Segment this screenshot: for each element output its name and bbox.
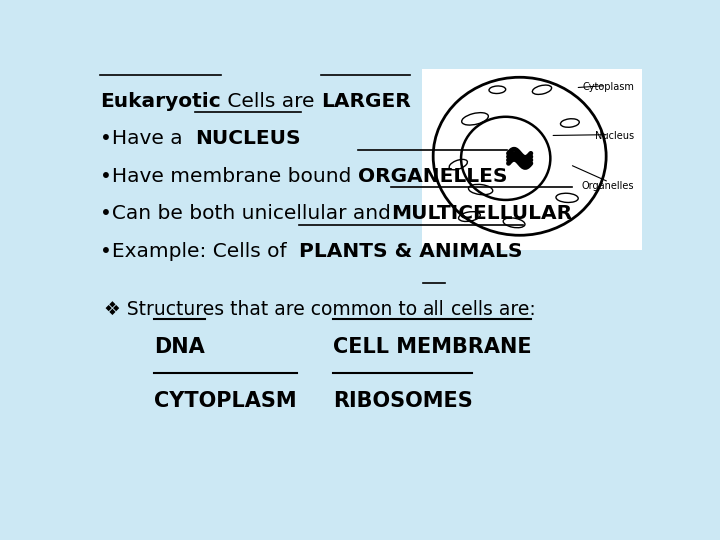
Text: all: all [423,300,445,319]
Text: •Have a: •Have a [100,129,195,149]
Text: NUCLEUS: NUCLEUS [195,129,301,149]
Text: •Example: Cells of: •Example: Cells of [100,241,300,260]
Text: RIBOSOMES: RIBOSOMES [333,391,472,411]
Text: •Can be both unicellular and: •Can be both unicellular and [100,204,391,223]
Text: MULTICELLULAR: MULTICELLULAR [391,204,572,223]
Text: DNA: DNA [154,337,205,357]
Text: CELL MEMBRANE: CELL MEMBRANE [333,337,531,357]
Text: CYTOPLASM: CYTOPLASM [154,391,297,411]
Text: Cytoplasm: Cytoplasm [582,82,634,92]
Text: Organelles: Organelles [582,181,634,191]
Text: PLANTS & ANIMALS: PLANTS & ANIMALS [300,241,523,260]
Text: Eukaryotic: Eukaryotic [100,92,221,111]
Text: •Have membrane bound: •Have membrane bound [100,167,358,186]
Text: ORGANELLES: ORGANELLES [358,167,508,186]
Text: ❖ Structures that are common to: ❖ Structures that are common to [104,300,423,319]
Bar [422,69,642,250]
Text: Cells are: Cells are [221,92,320,111]
Text: LARGER: LARGER [320,92,410,111]
Text: cells are:: cells are: [445,300,536,319]
Text: Nucleus: Nucleus [595,131,634,141]
